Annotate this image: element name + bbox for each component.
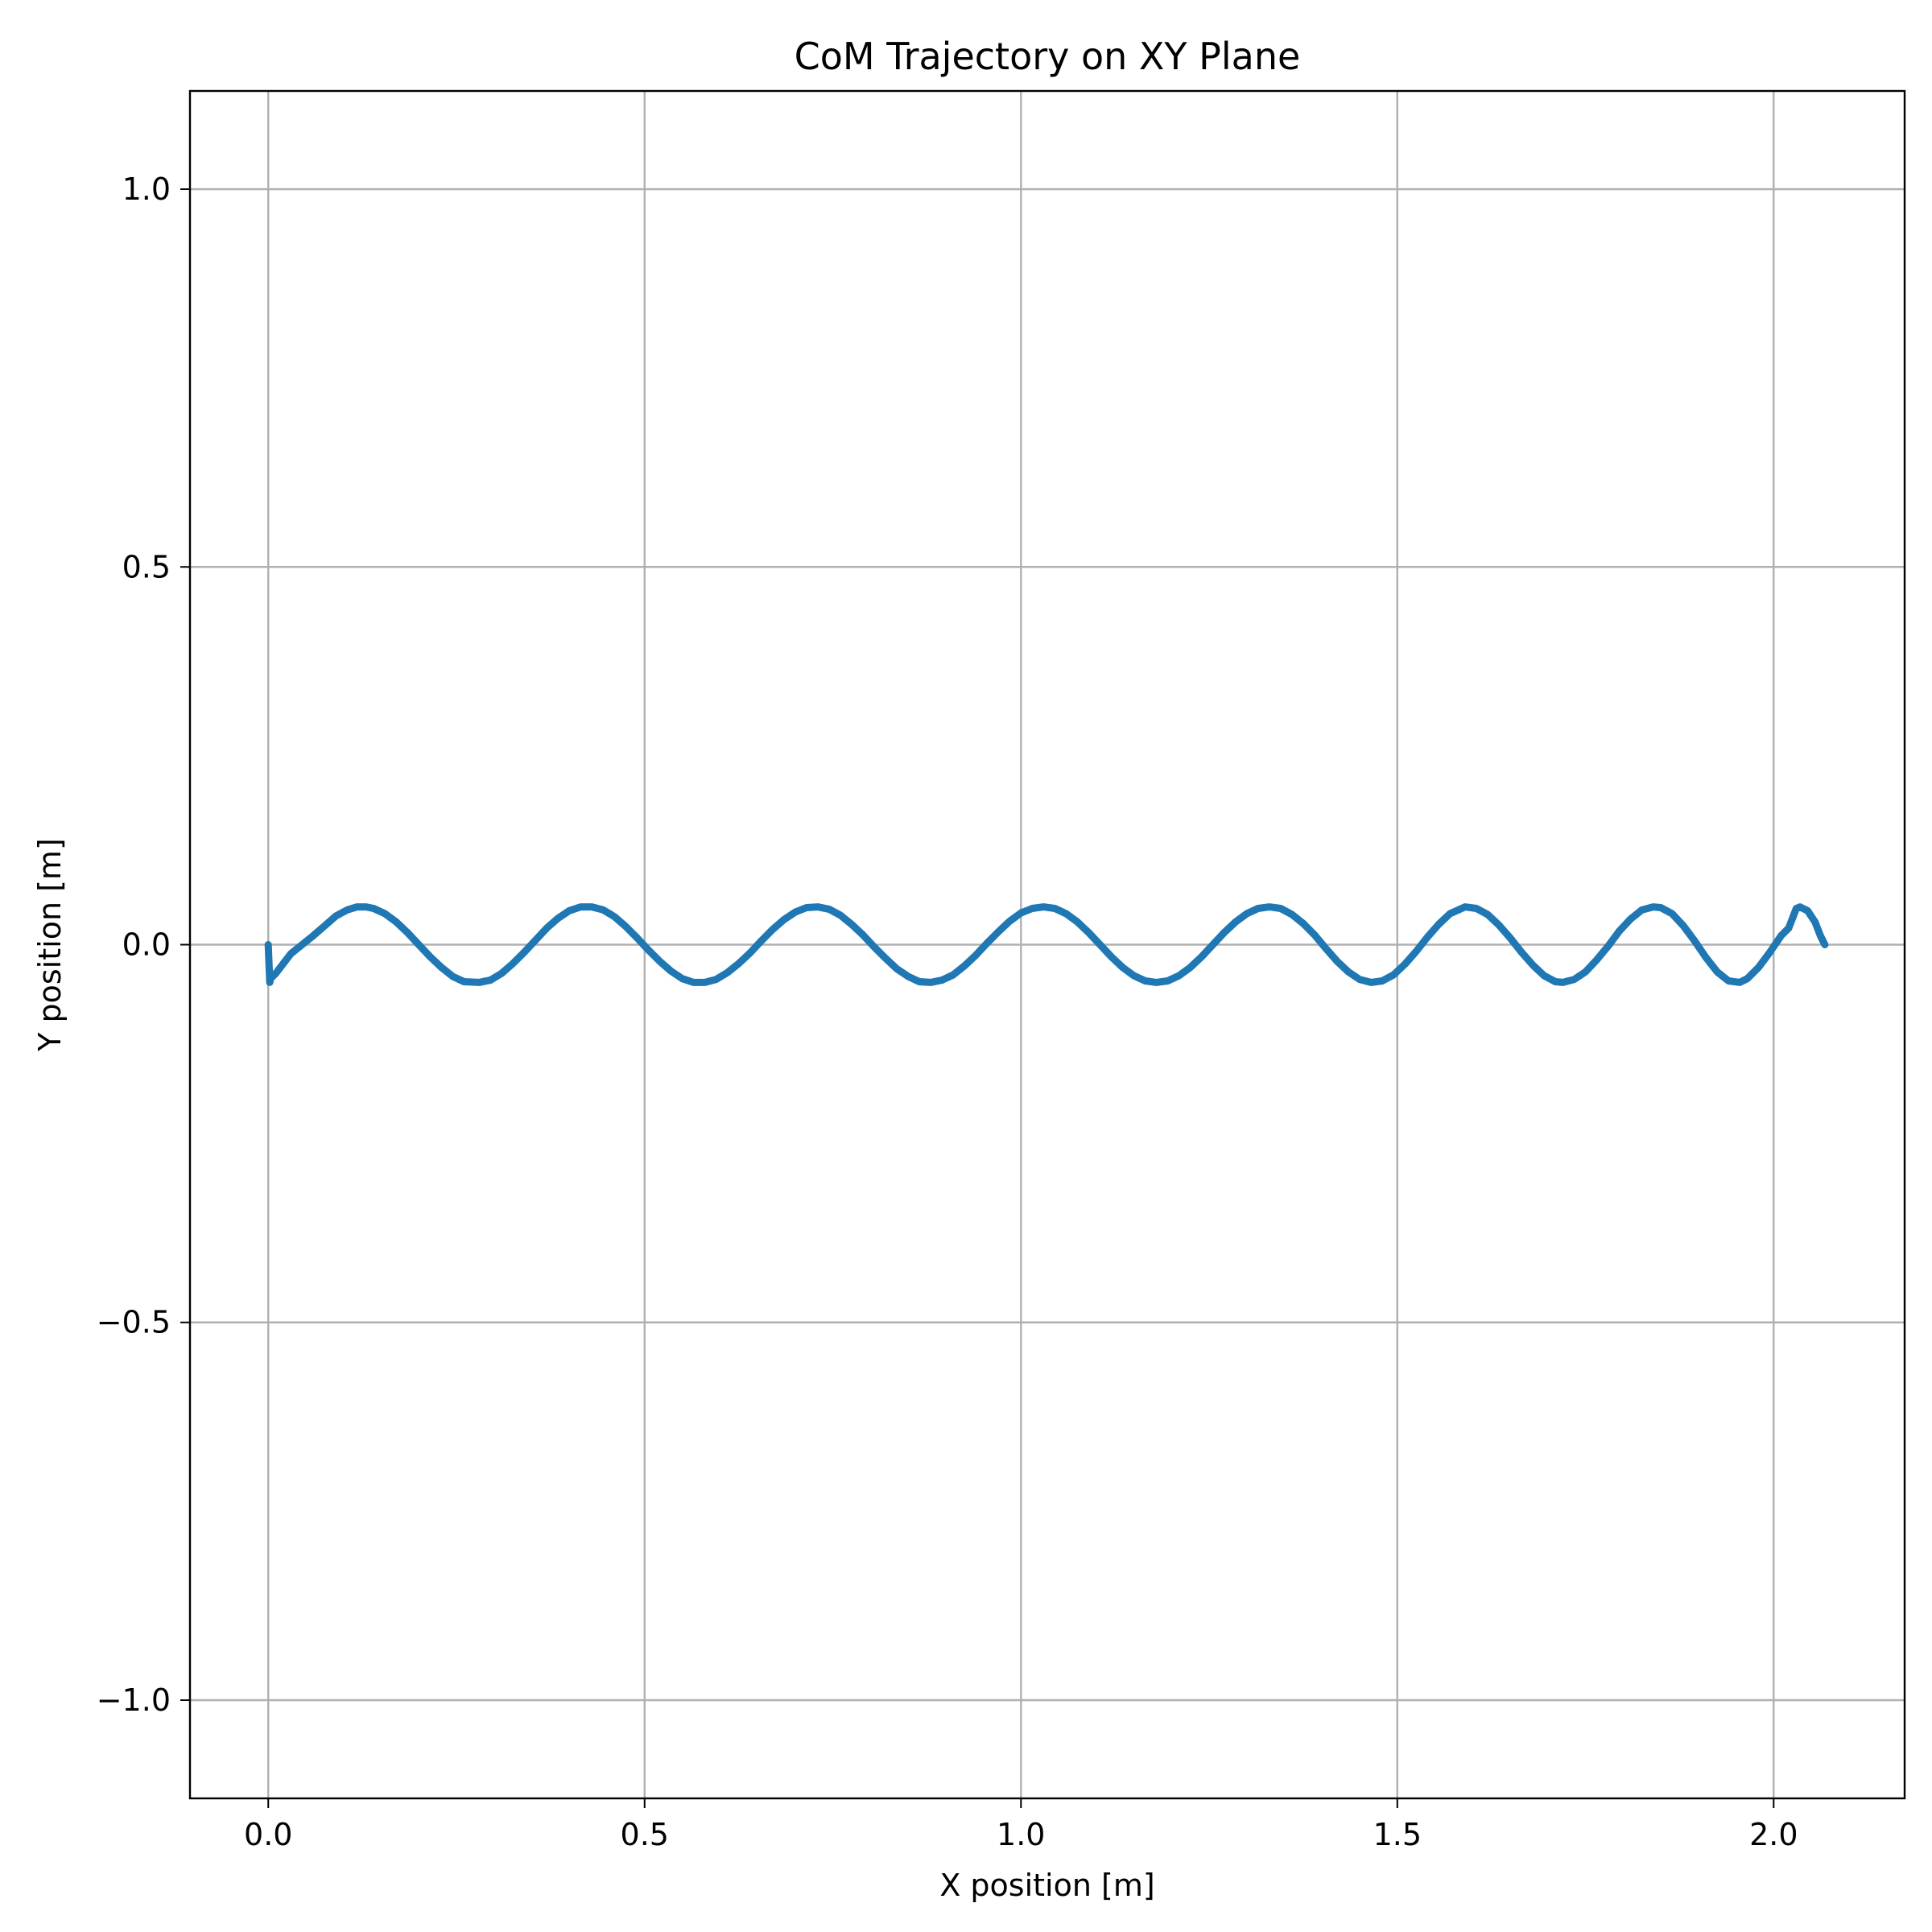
y-tick-label: 1.0 [122,171,171,207]
x-tick-label: 0.0 [244,1817,292,1852]
y-tick-label: 0.5 [122,549,171,584]
x-axis-label: X position [m] [939,1868,1154,1903]
x-tick-label: 0.5 [621,1817,669,1852]
y-axis-label: Y position [m] [32,838,68,1052]
x-tick-label: 2.0 [1749,1817,1798,1852]
x-tick-label: 1.5 [1373,1817,1422,1852]
y-tick-label: −0.5 [97,1305,171,1340]
y-tick-label: −1.0 [97,1682,171,1718]
chart-title: CoM Trajectory on XY Plane [795,35,1301,78]
series-layer [264,903,1829,986]
y-tick-label: 0.0 [122,927,171,963]
com-trajectory-line [264,903,1829,986]
x-tick-label: 1.0 [997,1817,1045,1852]
ticks: 0.0 0.5 1.0 1.5 2.0 1.0 0.5 0.0 −0.5 −1.0 [97,171,1798,1852]
